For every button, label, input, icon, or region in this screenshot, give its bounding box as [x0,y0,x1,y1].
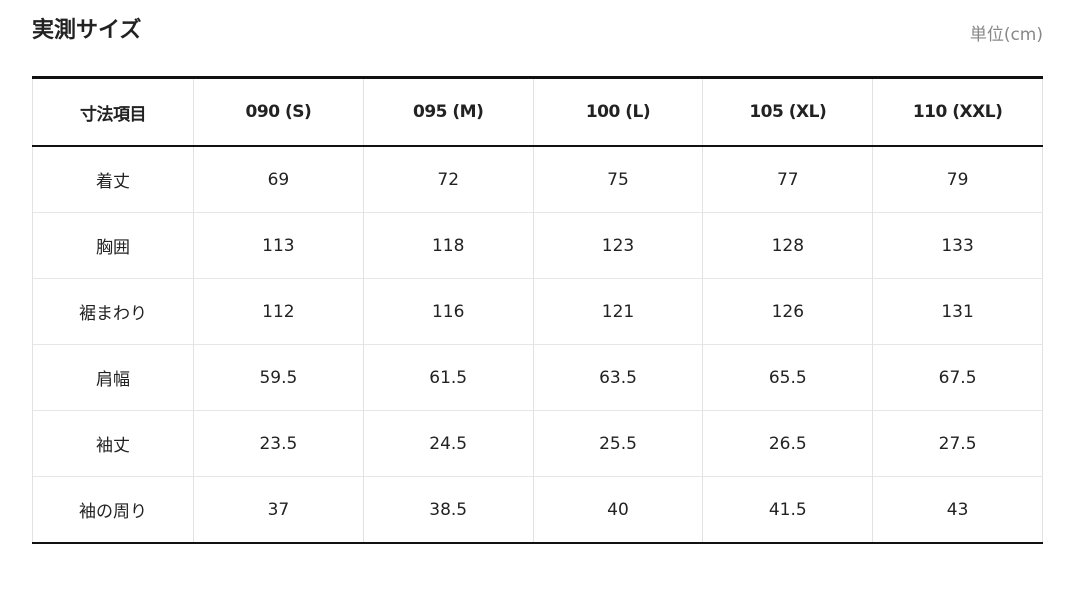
cell: 41.5 [702,476,874,543]
cell: 59.5 [193,344,364,411]
cell: 72 [362,145,534,213]
row-label: 胸囲 [32,212,194,279]
cell: 75 [532,145,704,213]
cell: 118 [362,212,534,279]
size-table: 寸法項目 090 (S) 095 (M) 100 (L) 105 (XL) 110 (XX… [32,76,1043,544]
cell: 63.5 [532,344,704,411]
cell: 24.5 [362,410,534,477]
cell: 61.5 [362,344,534,411]
cell: 133 [872,212,1043,279]
cell: 40 [532,476,704,543]
table-head: 寸法項目 090 (S) 095 (M) 100 (L) 105 (XL) 110 (XX… [32,77,1043,147]
cell: 43 [872,476,1043,543]
cell: 126 [702,278,874,345]
table-body: 着丈 69 72 75 77 79 胸囲 113 118 123 128 133 裾まわり 112 116 1… [32,145,1043,543]
column-header: 090 (S) [193,77,364,147]
cell: 65.5 [702,344,874,411]
column-header: 寸法項目 [32,77,194,147]
cell: 121 [532,278,704,345]
cell: 69 [193,145,364,213]
header-row: 寸法項目 090 (S) 095 (M) 100 (L) 105 (XL) 110 (XX… [32,77,1043,147]
cell: 113 [193,212,364,279]
row-label: 肩幅 [32,344,194,411]
cell: 26.5 [702,410,874,477]
cell: 77 [702,145,874,213]
cell: 123 [532,212,704,279]
row-label: 袖丈 [32,410,194,477]
cell: 112 [193,278,364,345]
row-label: 着丈 [32,145,194,213]
column-header: 110 (XXL) [872,77,1043,147]
table-row: 袖丈 23.5 24.5 25.5 26.5 27.5 [32,410,1043,477]
title: 実測サイズ [32,18,142,43]
cell: 131 [872,278,1043,345]
cell: 27.5 [872,410,1043,477]
table-row: 裾まわり 112 116 121 126 131 [32,278,1043,345]
cell: 79 [872,145,1043,213]
cell: 128 [702,212,874,279]
cell: 38.5 [362,476,534,543]
row-label: 裾まわり [32,278,194,345]
cell: 116 [362,278,534,345]
cell: 67.5 [872,344,1043,411]
unit-label: 単位(cm) [969,25,1043,45]
table-row: 袖の周り 37 38.5 40 41.5 43 [32,476,1043,543]
row-label: 袖の周り [32,476,194,543]
column-header: 100 (L) [532,77,704,147]
table-row: 胸囲 113 118 123 128 133 [32,212,1043,279]
cell: 37 [193,476,364,543]
column-header: 105 (XL) [702,77,874,147]
table-row: 肩幅 59.5 61.5 63.5 65.5 67.5 [32,344,1043,411]
column-header: 095 (M) [362,77,534,147]
cell: 25.5 [532,410,704,477]
cell: 23.5 [193,410,364,477]
table-row: 着丈 69 72 75 77 79 [32,145,1043,213]
